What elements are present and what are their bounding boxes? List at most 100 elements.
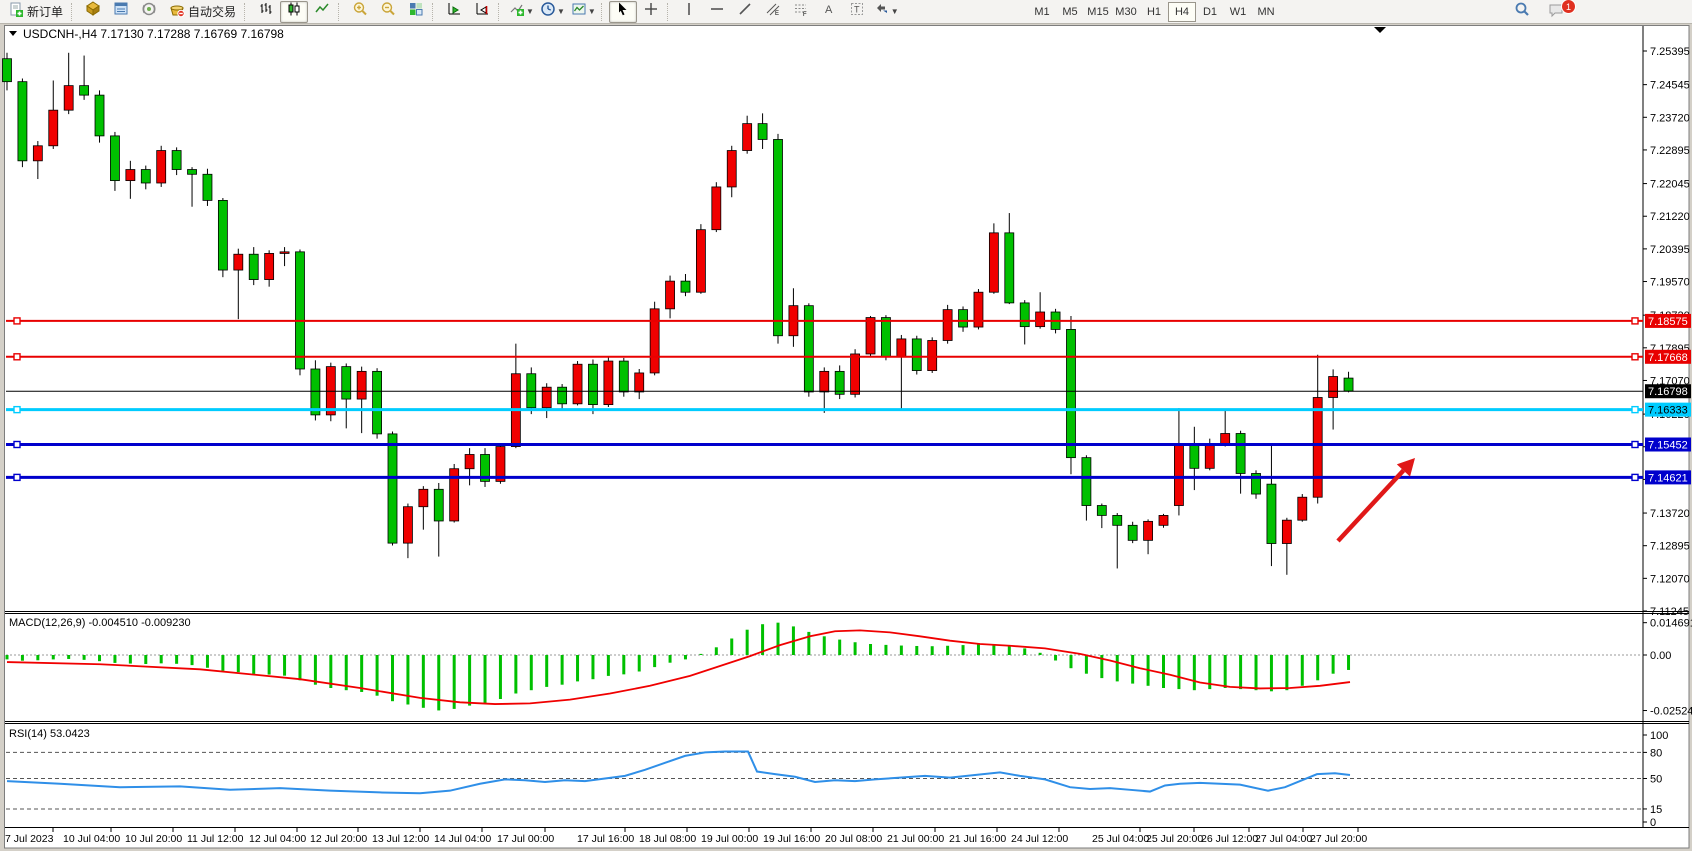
cursor-button[interactable]: [608, 0, 637, 23]
time-tick-label: 12 Jul 20:00: [310, 833, 367, 845]
line-anchor-handle[interactable]: [1631, 317, 1639, 325]
candle: [680, 280, 691, 293]
market-watch-button[interactable]: [79, 1, 107, 23]
equidistant-channel-button[interactable]: E: [759, 1, 787, 23]
chart-shift-button[interactable]: [468, 1, 496, 23]
tab-m1[interactable]: M1: [1034, 6, 1050, 18]
tab-m15[interactable]: M15: [1087, 6, 1109, 18]
collapse-arrow-icon[interactable]: [9, 31, 17, 36]
toolbar-separator: [666, 2, 673, 21]
candle: [403, 506, 413, 544]
candle: [1220, 433, 1231, 445]
chart-shift-marker-icon[interactable]: [1374, 27, 1386, 33]
templates-caret-icon: ▼: [587, 7, 596, 16]
notifications-button[interactable]: 1: [1542, 0, 1576, 23]
zoom-in-icon: [352, 1, 368, 22]
zoom-out-icon: [380, 1, 396, 22]
autotrading-button[interactable]: 自动交易: [163, 1, 242, 23]
candle: [1112, 515, 1123, 526]
candle: [803, 305, 814, 393]
candle: [588, 363, 598, 406]
time-tick-label: 11 Jul 12:00: [187, 833, 244, 845]
periods-caret-icon: ▼: [556, 7, 565, 16]
tab-d1[interactable]: D1: [1202, 6, 1218, 18]
chart-canvas[interactable]: 7.25395 7.24545 7.23720 7.22895 7.22045 7.212…: [0, 24, 1692, 851]
new-order-button[interactable]: 新订单: [2, 1, 69, 23]
candle: [264, 253, 275, 280]
axis-price-flag: [1645, 349, 1691, 364]
candle: [464, 454, 475, 470]
axis-price-flag-text: 7.16798: [1648, 386, 1688, 398]
chart-title: USDCNH-,H4 7.17130 7.17288 7.16769 7.167…: [9, 27, 284, 41]
vertical-line-button[interactable]: [675, 1, 703, 23]
indicators-button[interactable]: ▼: [506, 1, 537, 23]
zoom-out-button[interactable]: [374, 1, 402, 23]
candle: [834, 370, 845, 395]
crosshair-button[interactable]: [637, 1, 665, 23]
bar-chart-button[interactable]: [252, 1, 280, 23]
axis-price-flag-text: 7.18575: [1648, 316, 1688, 328]
periods-button[interactable]: ▼: [537, 1, 568, 23]
candle: [711, 186, 722, 231]
candle: [1266, 483, 1277, 544]
line-anchor-handle[interactable]: [13, 317, 21, 325]
horizontal-line-button[interactable]: [703, 1, 731, 23]
candle: [418, 488, 429, 508]
indicators-caret-icon: ▼: [526, 7, 534, 16]
candle: [1328, 376, 1339, 398]
trendline-button[interactable]: [731, 1, 759, 23]
svg-text:A: A: [825, 4, 833, 16]
candle: [1297, 496, 1308, 521]
indicators-icon: [509, 1, 525, 22]
tile-windows-button[interactable]: [402, 1, 430, 23]
svg-text:F: F: [803, 12, 807, 17]
search-button[interactable]: [1508, 1, 1536, 23]
line-anchor-handle[interactable]: [13, 405, 21, 414]
tab-m30[interactable]: M30: [1115, 6, 1137, 18]
candlestick-chart-button[interactable]: [280, 0, 309, 23]
level-lines[interactable]: [6, 317, 1643, 482]
annotation-arrow[interactable]: [1336, 458, 1415, 543]
tab-mn[interactable]: MN: [1257, 6, 1275, 18]
toolbar-separator: [244, 2, 250, 21]
line-chart-button[interactable]: [308, 1, 336, 23]
line-anchor-handle[interactable]: [13, 473, 21, 482]
line-anchor-handle[interactable]: [1631, 473, 1639, 482]
tab-w1[interactable]: W1: [1229, 6, 1247, 18]
candlestick-chart-icon: [286, 1, 302, 22]
candles: [2, 52, 1354, 575]
price-tick-label: 7.12895: [1650, 541, 1690, 553]
line-anchor-handle[interactable]: [1631, 440, 1639, 449]
signals-icon: [141, 1, 157, 22]
text-label-button[interactable]: T: [843, 1, 871, 23]
arrows-button[interactable]: ▼: [871, 1, 902, 23]
axis-price-flag-text: 7.17668: [1648, 352, 1688, 364]
data-window-button[interactable]: [107, 1, 135, 23]
candle: [850, 353, 860, 395]
line-anchor-handle[interactable]: [1631, 405, 1639, 414]
candle: [757, 123, 768, 140]
candle: [233, 253, 244, 271]
fibonacci-button[interactable]: F: [787, 1, 815, 23]
market-watch-icon: [85, 1, 101, 22]
price-tick-label: 7.12070: [1650, 573, 1690, 585]
tab-m5[interactable]: M5: [1062, 6, 1078, 18]
macd-axis-label: 0.014691: [1650, 618, 1692, 630]
line-anchor-handle[interactable]: [1631, 353, 1639, 361]
templates-button[interactable]: ▼: [568, 1, 599, 23]
candle: [341, 366, 352, 400]
rsi-axis-label: 100: [1650, 730, 1668, 742]
autoscroll-button[interactable]: [440, 1, 468, 23]
tab-h4[interactable]: H4: [1168, 2, 1196, 22]
text-button[interactable]: A: [815, 1, 843, 23]
price-tick-label: 7.21220: [1650, 211, 1690, 223]
axis-price-flag: [1645, 402, 1691, 417]
line-anchor-handle[interactable]: [13, 440, 21, 449]
new-order-icon: [8, 2, 24, 21]
tab-h1[interactable]: H1: [1146, 6, 1162, 18]
time-tick-label: 24 Jul 12:00: [1011, 833, 1068, 845]
line-anchor-handle[interactable]: [13, 353, 21, 361]
signals-button[interactable]: [135, 1, 163, 23]
zoom-in-button[interactable]: [346, 1, 374, 23]
candle: [1343, 377, 1354, 392]
